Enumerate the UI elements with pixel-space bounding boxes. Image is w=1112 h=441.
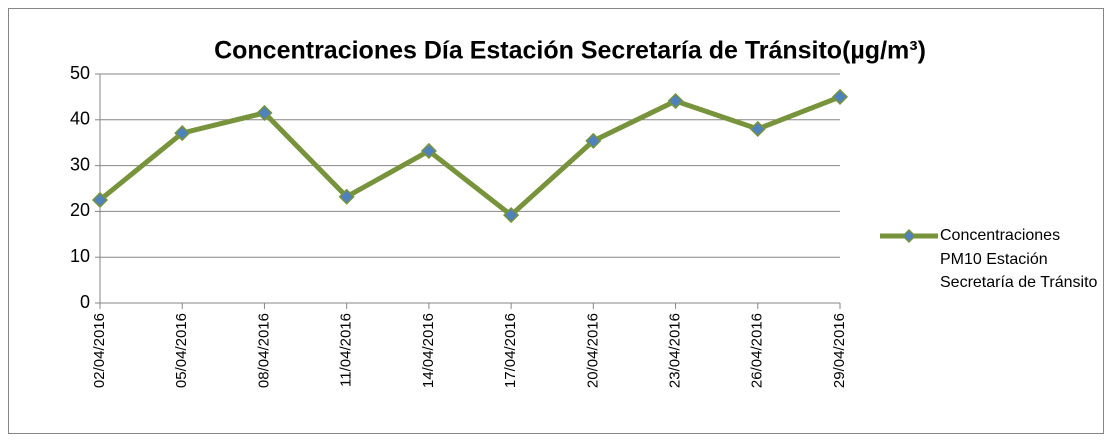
y-tick-label: 0 <box>80 292 90 312</box>
data-point <box>749 120 766 138</box>
data-point <box>174 125 191 142</box>
data-point <box>667 92 684 110</box>
x-tick-label: 23/04/2016 <box>667 313 684 388</box>
data-point <box>420 142 437 160</box>
y-tick-label: 40 <box>70 109 90 129</box>
y-tick-label: 30 <box>70 154 90 174</box>
data-point <box>831 88 849 105</box>
chart-title: Concentraciones Día Estación Secretaría … <box>214 37 926 65</box>
x-tick-label: 17/04/2016 <box>502 313 519 388</box>
x-tick-label: 11/04/2016 <box>338 313 355 387</box>
x-tick-label: 29/04/2016 <box>831 313 848 388</box>
x-tick-label: 20/04/2016 <box>584 313 601 388</box>
legend-label: Concentraciones PM10 Estación Secretaría… <box>940 227 1098 291</box>
x-tick-label: 26/04/2016 <box>749 313 766 388</box>
x-tick-label: 02/04/2016 <box>91 313 108 388</box>
data-point <box>256 104 273 121</box>
y-tick-label: 10 <box>70 246 90 266</box>
x-tick-label: 08/04/2016 <box>255 313 272 388</box>
legend-marker <box>901 228 917 244</box>
data-point <box>338 188 355 205</box>
chart-border <box>8 8 1104 434</box>
data-point <box>503 207 520 224</box>
series-line <box>98 94 841 218</box>
x-tick-label: 14/04/2016 <box>420 313 437 388</box>
x-tick-label: 05/04/2016 <box>173 313 190 388</box>
data-point <box>91 191 109 209</box>
y-tick-label: 50 <box>70 63 90 83</box>
data-point <box>585 132 602 149</box>
y-tick-label: 20 <box>70 200 90 220</box>
